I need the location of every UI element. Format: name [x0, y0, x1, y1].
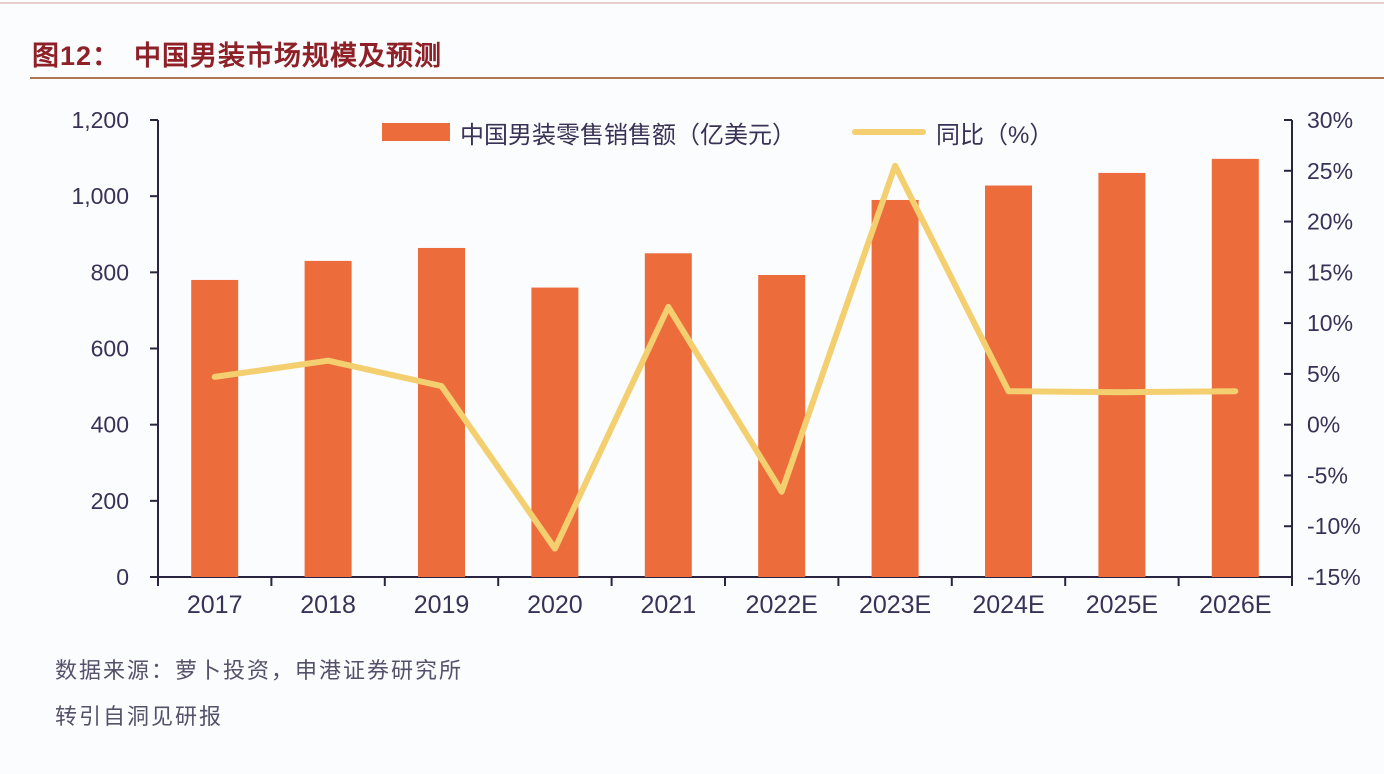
x-axis-label: 2021 [640, 591, 696, 619]
right-axis-label: 10% [1307, 310, 1353, 336]
right-axis-label: -15% [1307, 564, 1361, 590]
right-axis-label: -10% [1307, 513, 1361, 539]
x-axis-label: 2020 [527, 591, 583, 619]
x-axis-label: 2018 [300, 591, 356, 619]
bar-2024E [985, 185, 1032, 577]
x-axis-label: 2025E [1086, 591, 1158, 619]
x-axis-label: 2024E [972, 591, 1044, 619]
right-axis-label: 25% [1307, 158, 1353, 184]
bar-series-swatch-icon [382, 123, 450, 141]
left-axis-label: 800 [91, 259, 129, 285]
bar-2025E [1098, 172, 1146, 577]
figure-number: 图12： [32, 41, 121, 71]
x-axis-label: 2022E [746, 591, 818, 619]
right-axis-label: 30% [1307, 107, 1353, 133]
left-axis-label: 600 [91, 336, 129, 362]
left-axis-label: 1,000 [71, 183, 129, 209]
left-axis-label: 400 [91, 412, 129, 438]
line-series-label: 同比（%） [936, 121, 1054, 149]
right-axis-label: 0% [1307, 412, 1340, 438]
bar-2026E [1211, 158, 1259, 577]
bar-series-label: 中国男装零售销售额（亿美元） [460, 121, 796, 149]
right-axis-label: -5% [1307, 462, 1348, 488]
x-axis-label: 2026E [1199, 591, 1271, 619]
chart-legend: 中国男装零售销售额（亿美元） 同比（%） [382, 118, 1053, 149]
x-axis-label: 2019 [414, 591, 470, 619]
left-axis-label: 1,200 [71, 107, 129, 133]
top-divider [0, 2, 1384, 4]
data-source-line2: 转引自洞见研报 [55, 704, 224, 729]
yoy-line [211, 162, 1239, 552]
left-axis-label: 200 [91, 488, 129, 514]
line-series-swatch-icon [852, 129, 926, 135]
bar-2023E [871, 199, 919, 577]
bar-2020 [531, 287, 579, 577]
x-axis-label: 2023E [859, 591, 931, 619]
right-axis-label: 20% [1307, 209, 1353, 235]
figure-title: 图12： 中国男装市场规模及预测 [32, 34, 442, 73]
bar-2017 [191, 279, 239, 577]
data-source: 数据来源：萝卜投资，申港证券研究所 转引自洞见研报 [55, 648, 463, 740]
figure-name: 中国男装市场规模及预测 [134, 41, 443, 71]
x-axis-label: 2017 [187, 591, 243, 619]
title-underline [30, 77, 1384, 79]
right-axis-label: 5% [1307, 361, 1340, 387]
bar-2022E [758, 274, 806, 577]
bar-2021 [644, 253, 692, 577]
left-axis-label: 0 [116, 564, 129, 590]
data-source-line1: 数据来源：萝卜投资，申港证券研究所 [55, 658, 464, 683]
bar-2018 [304, 260, 352, 577]
right-axis-label: 15% [1307, 259, 1353, 285]
